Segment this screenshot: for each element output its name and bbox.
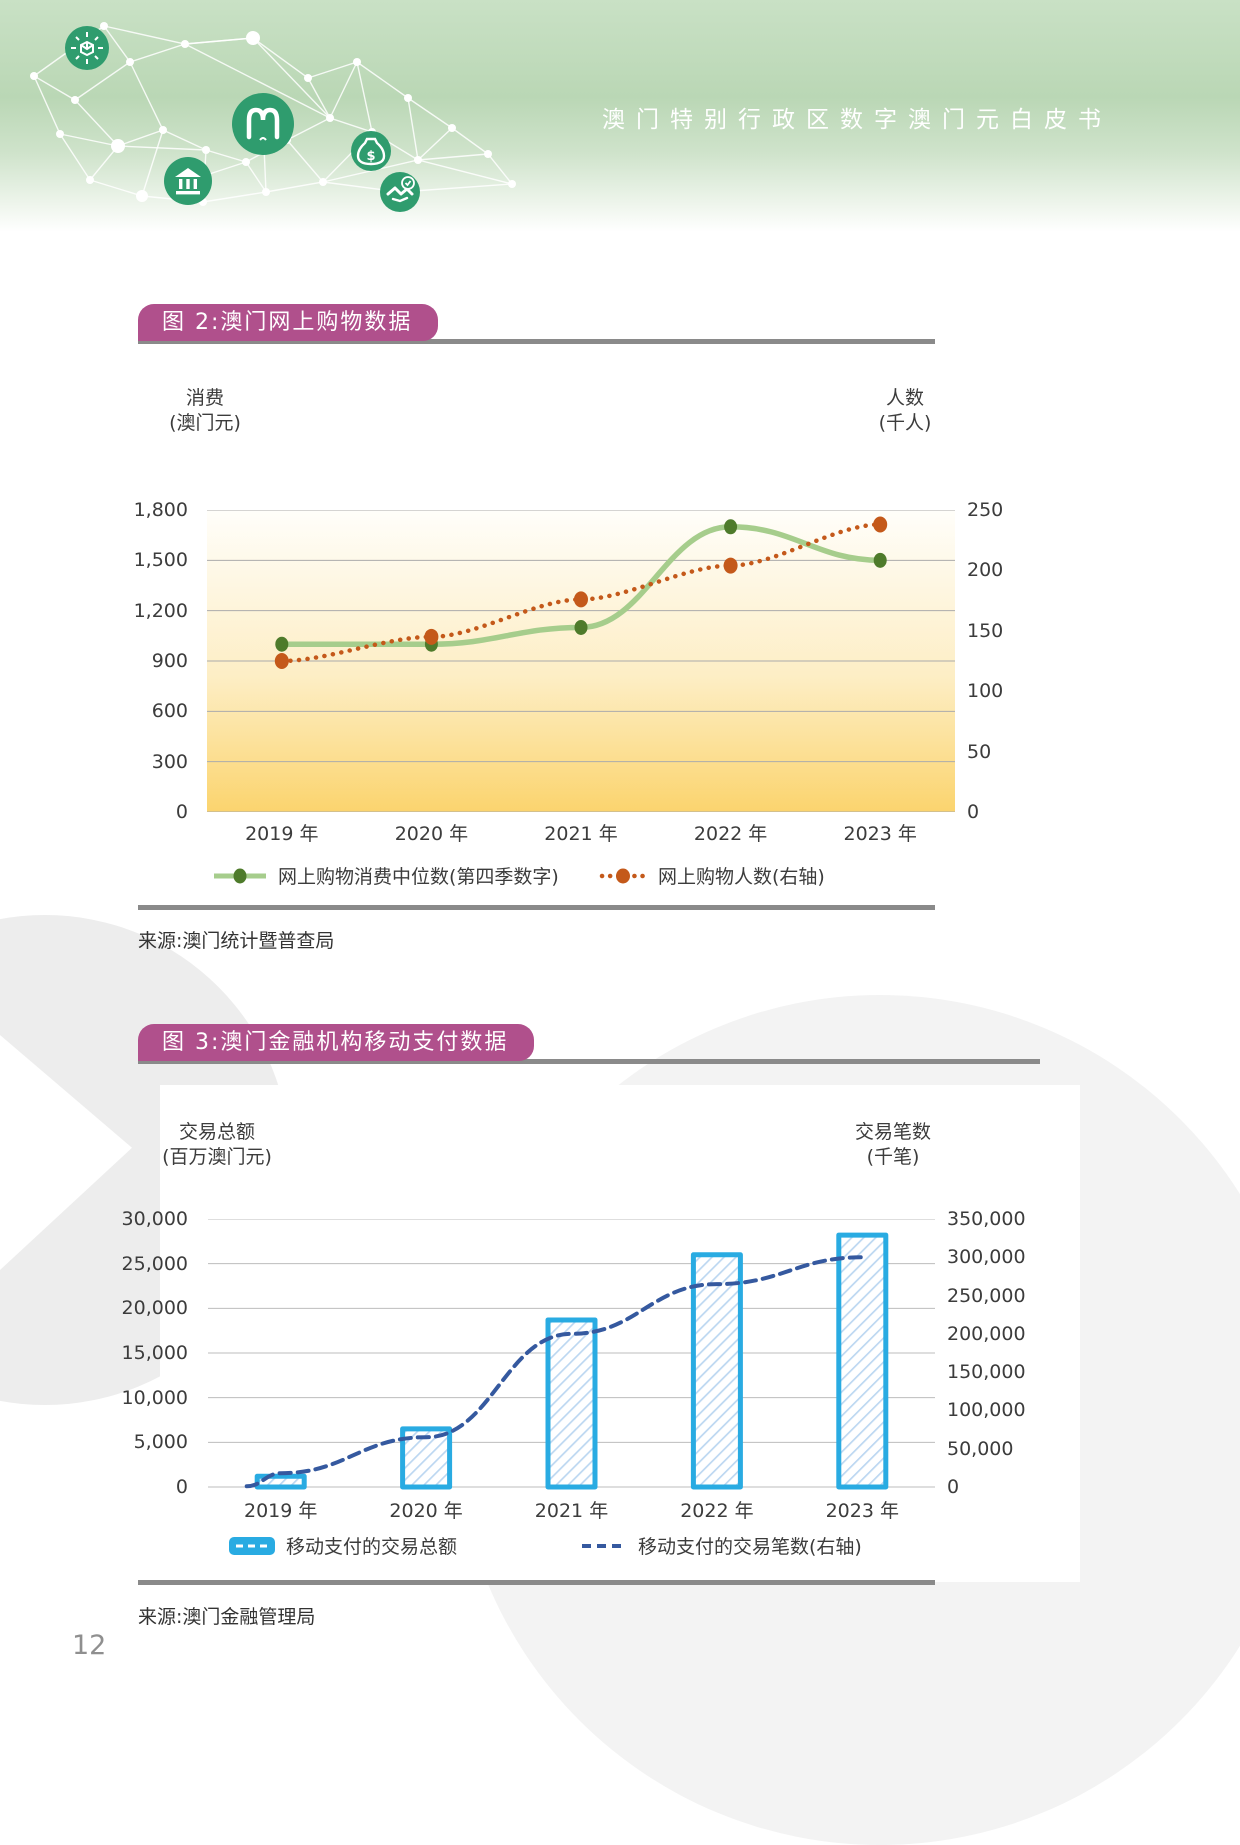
figure2-left-tick: 900 bbox=[151, 650, 188, 672]
figure3-left-tick: 25,000 bbox=[121, 1252, 188, 1275]
svg-text:$: $ bbox=[366, 149, 375, 164]
figure2-category-label: 2020 年 bbox=[394, 823, 469, 845]
figure3-left-tick: 15,000 bbox=[121, 1342, 188, 1364]
figure2-category-label: 2022 年 bbox=[693, 823, 768, 845]
figure3-right-tick: 100,000 bbox=[947, 1399, 1026, 1422]
figure2-right-tick: 50 bbox=[967, 740, 992, 763]
blockchain-icon bbox=[65, 26, 109, 70]
figure3-source: 来源:澳门金融管理局 bbox=[138, 1606, 316, 1628]
figure2-category-label: 2023 年 bbox=[843, 823, 917, 845]
figure3-bottom-rule bbox=[138, 1580, 935, 1585]
figure2-bottom-rule bbox=[138, 905, 935, 910]
macau-m-logo-icon bbox=[232, 93, 294, 155]
figure2-left-axis-ticks: 1,800 1,500 1,200 900 600 300 0 bbox=[108, 499, 198, 823]
chart-background-panel bbox=[160, 1085, 1080, 1582]
figure2-title-badge: 图 2:澳门网上购物数据 bbox=[138, 304, 439, 341]
figure3-category-label: 2023 年 bbox=[825, 1500, 899, 1522]
figure3-right-axis-ticks: 350,000 300,000 250,000 200,000 150,000 100,0… bbox=[947, 1208, 1047, 1498]
figure2-left-axis-title: 消费 (澳门元) bbox=[169, 387, 241, 434]
figure2-left-tick: 1,500 bbox=[133, 549, 188, 572]
legend-label: 网上购物消费中位数(第四季数字) bbox=[278, 866, 559, 888]
orange-dotted-legend-swatch bbox=[599, 868, 647, 883]
figure2-left-tick: 300 bbox=[151, 750, 188, 773]
figure3-category-label: 2020 年 bbox=[389, 1500, 463, 1522]
figure3-category-label: 2022 年 bbox=[680, 1500, 754, 1522]
figure2-legend-consumption: 网上购物消费中位数(第四季数字) bbox=[212, 862, 559, 889]
figure2-x-axis-labels: 2019 年 2020 年 2021 年 2022 年 2023 年 bbox=[207, 819, 955, 845]
legend-label: 移动支付的交易笔数(右轴) bbox=[638, 1536, 862, 1558]
figure2-right-tick: 100 bbox=[967, 680, 1004, 703]
legend-label: 网上购物人数(右轴) bbox=[658, 866, 825, 888]
figure3-title-badge: 图 3:澳门金融机构移动支付数据 bbox=[138, 1024, 535, 1061]
figure3-left-tick: 5,000 bbox=[133, 1431, 188, 1454]
figure2-left-tick: 1,200 bbox=[133, 599, 188, 622]
cyan-bar-legend-swatch bbox=[229, 1536, 275, 1555]
figure3-left-axis-ticks: 30,000 25,000 20,000 15,000 10,000 5,000 0 bbox=[98, 1208, 198, 1498]
network-graphic: $ bbox=[30, 22, 516, 212]
figure3-right-tick: 200,000 bbox=[947, 1322, 1026, 1345]
figure3-left-tick: 20,000 bbox=[121, 1297, 188, 1320]
figure3-left-axis-title: 交易总额 (百万澳门元) bbox=[162, 1121, 272, 1168]
figure3-chart-svg bbox=[208, 1218, 935, 1490]
figure2-right-tick: 250 bbox=[967, 499, 1004, 521]
green-line-legend-swatch bbox=[214, 868, 266, 883]
figure3-right-tick: 50,000 bbox=[947, 1437, 1014, 1460]
figure2-right-axis-title: 人数 (千人) bbox=[878, 387, 932, 434]
bank-icon bbox=[164, 157, 212, 205]
figure2-plot-area bbox=[207, 509, 955, 813]
figure2-left-tick: 0 bbox=[175, 801, 188, 823]
navy-dashed-legend-swatch bbox=[582, 1543, 626, 1548]
figure3-legend-count: 移动支付的交易笔数(右轴) bbox=[580, 1532, 862, 1559]
page-number: 12 bbox=[72, 1630, 107, 1661]
figure3-right-tick: 350,000 bbox=[947, 1208, 1026, 1230]
page-header: $ 澳门特别行政区数字澳门元白皮书 bbox=[0, 0, 1240, 232]
figure3-left-tick: 0 bbox=[175, 1476, 188, 1498]
handshake-icon bbox=[380, 172, 420, 212]
figure3-right-tick: 150,000 bbox=[947, 1361, 1026, 1384]
figure3-left-tick: 10,000 bbox=[121, 1386, 188, 1409]
figure3-left-tick: 30,000 bbox=[121, 1208, 188, 1230]
figure2-left-tick: 1,800 bbox=[133, 499, 188, 521]
figure3-top-rule bbox=[138, 1059, 1040, 1064]
figure2-category-label: 2019 年 bbox=[245, 823, 319, 845]
figure2-right-axis-ticks: 250 200 150 100 50 0 bbox=[967, 499, 1057, 823]
figure2-right-tick: 0 bbox=[967, 801, 980, 823]
figure2-legend-shoppers: 网上购物人数(右轴) bbox=[598, 862, 825, 889]
figure2-category-label: 2021 年 bbox=[544, 823, 618, 845]
figure3-right-tick: 300,000 bbox=[947, 1246, 1026, 1269]
figure2-right-tick: 200 bbox=[967, 559, 1004, 582]
figure3-category-label: 2021 年 bbox=[534, 1500, 609, 1522]
figure2-left-tick: 600 bbox=[151, 700, 188, 723]
figure3-right-tick: 250,000 bbox=[947, 1284, 1026, 1307]
figure3-right-tick: 0 bbox=[947, 1476, 960, 1498]
document-title: 澳门特别行政区数字澳门元白皮书 bbox=[602, 107, 1112, 133]
figure3-x-axis-labels: 2019 年 2020 年 2021 年 2022 年 2023 年 bbox=[208, 1496, 935, 1522]
figure2-right-tick: 150 bbox=[967, 619, 1004, 642]
figure3-right-axis-title: 交易笔数 (千笔) bbox=[854, 1121, 931, 1168]
figure2-source: 来源:澳门统计暨普查局 bbox=[138, 930, 335, 952]
figure2-top-rule bbox=[138, 339, 935, 344]
figure2-chart-svg bbox=[207, 509, 955, 813]
figure3-legend-amount: 移动支付的交易总额 bbox=[228, 1532, 457, 1559]
money-bag-icon: $ bbox=[351, 131, 391, 171]
figure3-plot-area bbox=[208, 1218, 935, 1490]
figure3-category-label: 2019 年 bbox=[243, 1500, 318, 1522]
legend-label: 移动支付的交易总额 bbox=[286, 1536, 458, 1558]
